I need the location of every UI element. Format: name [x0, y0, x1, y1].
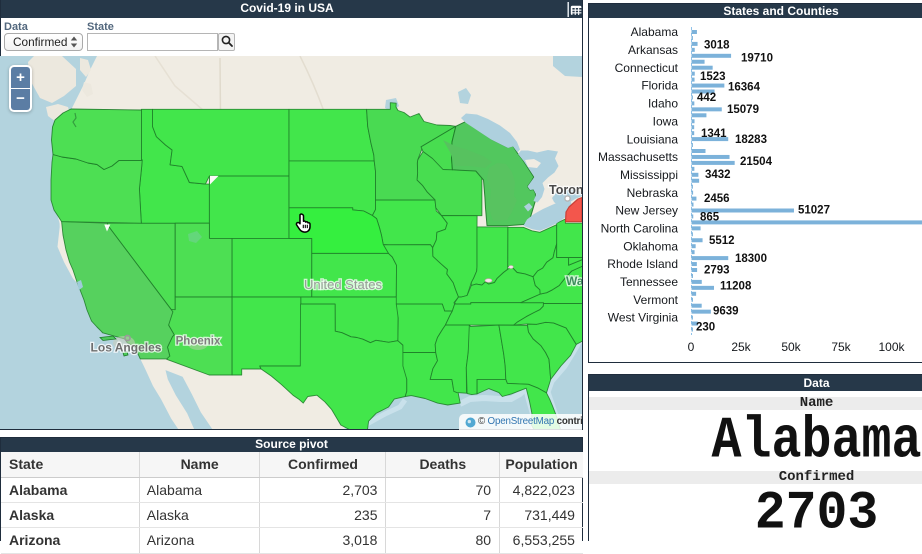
svg-text:Oklahoma: Oklahoma — [623, 239, 678, 253]
svg-text:75k: 75k — [831, 340, 851, 354]
svg-text:Idaho: Idaho — [648, 97, 678, 111]
svg-text:Arkansas: Arkansas — [628, 43, 678, 57]
svg-text:United States: United States — [304, 277, 383, 292]
svg-text:50k: 50k — [781, 340, 801, 354]
svg-text:15079: 15079 — [727, 104, 759, 116]
svg-text:1341: 1341 — [701, 128, 727, 140]
svg-text:Phoenix: Phoenix — [176, 336, 221, 348]
svg-text:Los Angeles: Los Angeles — [91, 341, 162, 355]
svg-text:North Carolina: North Carolina — [601, 222, 679, 236]
svg-text:11208: 11208 — [720, 281, 752, 293]
svg-text:100k: 100k — [878, 340, 905, 354]
svg-text:Massachusetts: Massachusetts — [598, 150, 678, 164]
svg-text:16364: 16364 — [728, 82, 761, 94]
svg-text:Mississippi: Mississippi — [620, 168, 678, 182]
svg-text:Alabama: Alabama — [631, 25, 679, 39]
svg-text:West Virginia: West Virginia — [608, 311, 679, 325]
svg-text:442: 442 — [697, 92, 716, 104]
svg-text:Rhode Island: Rhode Island — [607, 257, 678, 271]
svg-text:Tennessee: Tennessee — [620, 275, 678, 289]
svg-text:51027: 51027 — [798, 205, 830, 217]
svg-text:1523: 1523 — [700, 71, 726, 83]
svg-text:9639: 9639 — [713, 306, 739, 318]
svg-text:5512: 5512 — [709, 235, 735, 247]
svg-text:0: 0 — [688, 340, 695, 354]
svg-text:230: 230 — [696, 322, 715, 334]
svg-text:Wa: Wa — [566, 274, 582, 288]
svg-text:865: 865 — [700, 212, 720, 224]
svg-text:25k: 25k — [731, 340, 751, 354]
svg-text:New Jersey: New Jersey — [615, 204, 678, 218]
svg-text:3432: 3432 — [705, 169, 731, 181]
svg-text:18300: 18300 — [735, 253, 767, 265]
svg-text:Nebraska: Nebraska — [627, 186, 679, 200]
svg-text:18283: 18283 — [735, 134, 767, 146]
svg-text:3018: 3018 — [704, 40, 730, 52]
svg-text:Toronto: Toronto — [549, 183, 582, 197]
svg-text:2456: 2456 — [704, 193, 730, 205]
svg-text:Florida: Florida — [641, 79, 678, 93]
svg-text:2793: 2793 — [704, 265, 730, 277]
svg-text:Louisiana: Louisiana — [627, 132, 679, 146]
svg-text:Connecticut: Connecticut — [615, 61, 679, 75]
svg-text:Vermont: Vermont — [633, 293, 678, 307]
svg-text:21504: 21504 — [740, 156, 773, 168]
svg-text:19710: 19710 — [741, 53, 773, 65]
svg-text:Iowa: Iowa — [653, 114, 679, 128]
